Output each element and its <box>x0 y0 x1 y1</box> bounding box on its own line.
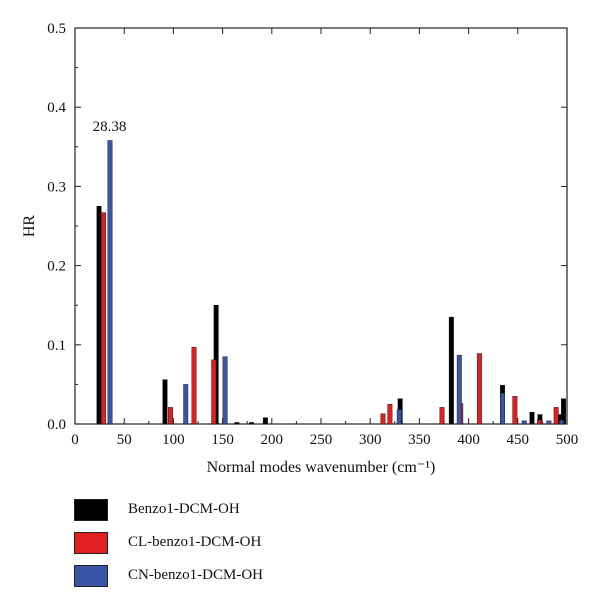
bar-benzo1-dcm-oh-3 <box>234 422 240 425</box>
bar-benzo1-dcm-oh-0 <box>96 205 102 425</box>
x-tick-label-8: 400 <box>457 432 480 448</box>
x-tick-label-9: 450 <box>507 432 530 448</box>
bar-cl-benzo1-dcm-oh-4 <box>380 413 386 425</box>
x-tick-label-1: 50 <box>117 432 132 448</box>
legend-item-cn-benzo1: CN-benzo1-DCM-OH <box>74 564 263 587</box>
y-tick-label-3: 0.3 <box>47 179 66 195</box>
y-tick-label-5: 0.5 <box>47 21 66 37</box>
x-tick-label-3: 150 <box>211 432 234 448</box>
y-axis-ticks: 0.0 0.1 0.2 0.3 0.4 0.5 <box>47 21 567 433</box>
x-axis-label: Normal modes wavenumber (cm⁻¹) <box>207 459 436 476</box>
bar-benzo1-dcm-oh-9 <box>529 411 535 425</box>
legend-label-benzo1: Benzo1-DCM-OH <box>128 501 240 517</box>
x-tick-label-6: 300 <box>359 432 382 448</box>
y-tick-label-1: 0.1 <box>47 338 66 354</box>
x-tick-label-5: 250 <box>310 432 333 448</box>
legend-swatch-benzo1 <box>74 498 108 521</box>
legend-swatch-cn-benzo1 <box>74 564 108 587</box>
bar-cn-benzo1-dcm-oh-7 <box>546 420 552 425</box>
legend-label-cn-benzo1: CN-benzo1-DCM-OH <box>128 567 263 583</box>
bar-cn-benzo1-dcm-oh-3 <box>396 409 402 425</box>
bar-benzo1-dcm-oh-1 <box>162 379 168 425</box>
bar-cl-benzo1-dcm-oh-1 <box>167 407 173 425</box>
y-tick-label-0: 0.0 <box>47 417 66 433</box>
bar-cl-benzo1-dcm-oh-5 <box>387 404 393 425</box>
bar-cl-benzo1-dcm-oh-11 <box>553 407 559 425</box>
bar-cn-benzo1-dcm-oh-2 <box>222 356 228 425</box>
bar-cl-benzo1-dcm-oh-9 <box>512 396 518 425</box>
legend: Benzo1-DCM-OH CL-benzo1-DCM-OH CN-benzo1… <box>74 498 263 597</box>
bar-cn-benzo1-dcm-oh-4 <box>456 354 462 425</box>
hr-bar-chart: 0 50 100 150 200 250 300 350 400 450 500 0.0 0.1 0.2… <box>21 21 578 476</box>
bar-cl-benzo1-dcm-oh-6 <box>439 407 445 425</box>
x-tick-label-0: 0 <box>71 432 79 448</box>
bar-cn-benzo1-dcm-oh-8 <box>559 419 565 425</box>
legend-swatch-cl-benzo1 <box>74 531 108 554</box>
bar-cl-benzo1-dcm-oh-10 <box>537 419 542 425</box>
x-tick-label-7: 350 <box>408 432 431 448</box>
legend-item-cl-benzo1: CL-benzo1-DCM-OH <box>74 531 263 554</box>
y-axis-label: HR <box>21 215 38 238</box>
y-tick-label-4: 0.4 <box>47 100 66 116</box>
y-tick-label-2: 0.2 <box>47 259 66 275</box>
bar-cl-benzo1-dcm-oh-3 <box>211 359 217 425</box>
bar-benzo1-dcm-oh-5 <box>262 417 268 425</box>
plot-frame <box>74 27 568 425</box>
bar-benzo1-dcm-oh-4 <box>249 422 255 425</box>
x-tick-label-10: 500 <box>556 432 579 448</box>
bar-cn-benzo1-dcm-oh-6 <box>521 420 527 425</box>
bar-cl-benzo1-dcm-oh-8 <box>476 353 482 425</box>
bar-benzo1-dcm-oh-7 <box>448 316 454 425</box>
bar-cn-benzo1-dcm-oh-0 <box>107 140 113 425</box>
legend-label-cl-benzo1: CL-benzo1-DCM-OH <box>128 534 262 550</box>
bar-cl-benzo1-dcm-oh-2 <box>191 346 197 425</box>
bar-cn-benzo1-dcm-oh-1 <box>183 384 189 425</box>
bars-group <box>96 140 566 425</box>
legend-item-benzo1: Benzo1-DCM-OH <box>74 498 263 521</box>
x-tick-label-4: 200 <box>261 432 284 448</box>
peak-annotation: 28.38 <box>93 119 127 135</box>
bar-cl-benzo1-dcm-oh-0 <box>101 212 106 425</box>
bar-cn-benzo1-dcm-oh-5 <box>500 392 506 425</box>
x-tick-label-2: 100 <box>162 432 185 448</box>
x-axis-ticks: 0 50 100 150 200 250 300 350 400 450 500 <box>71 28 578 448</box>
